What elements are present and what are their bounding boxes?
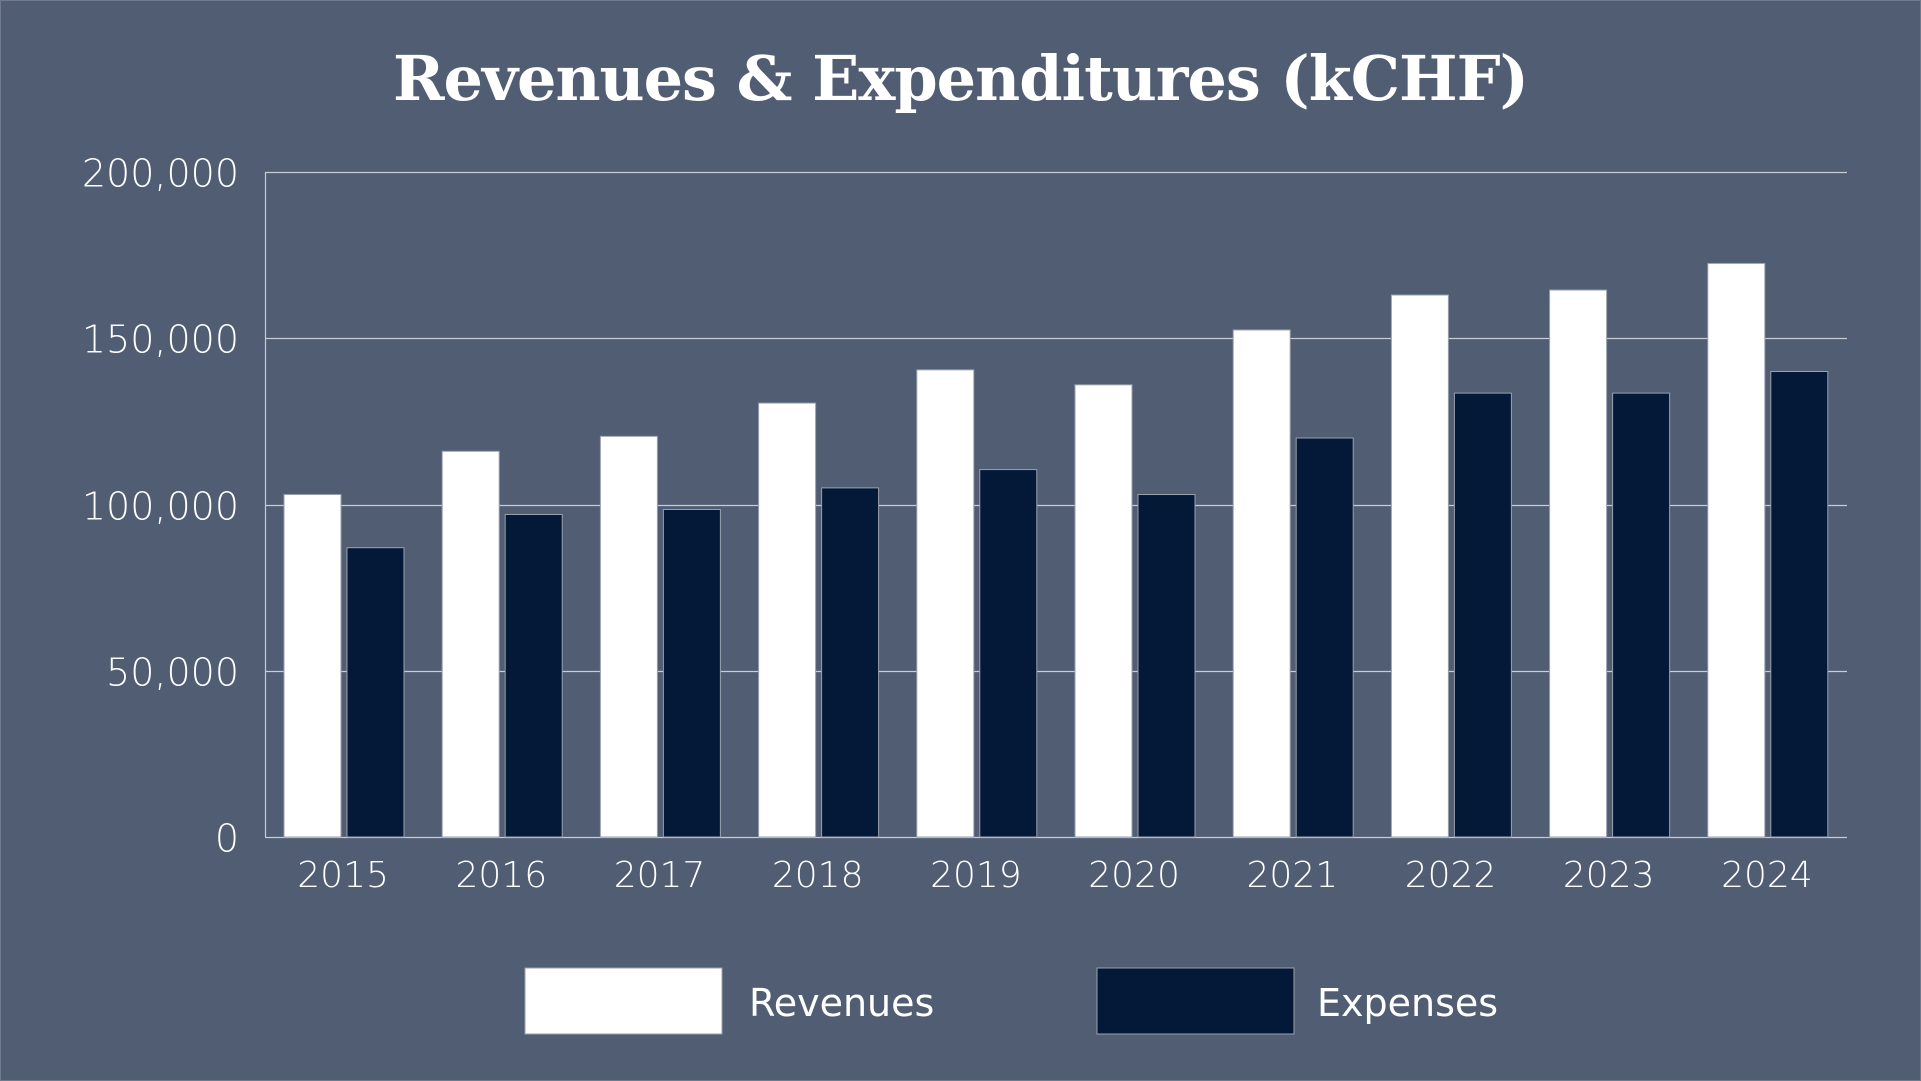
legend-label-revenues: Revenues [749,981,934,1025]
x-tick-label: 2019 [930,855,1022,896]
x-tick-label: 2017 [614,855,706,896]
bar-revenues-2019 [916,369,975,838]
bar-revenues-2020 [1074,384,1133,838]
bar-revenues-2023 [1549,289,1608,838]
x-tick-label: 2021 [1246,855,1338,896]
bar-revenues-2018 [758,402,817,838]
bar-expenses-2020 [1137,494,1196,838]
bar-expenses-2023 [1612,392,1671,838]
bar-expenses-2022 [1453,392,1512,838]
x-tick-label: 2022 [1405,855,1497,896]
legend: Revenues Expenses [524,967,1498,1035]
bar-revenues-2016 [441,450,500,838]
y-axis: 0 50,000 100,000 150,000 200,000 [82,152,267,861]
bar-expenses-2019 [979,469,1038,838]
bar-revenues-2017 [599,435,658,838]
y-tick-label: 200,000 [82,152,239,196]
bar-expenses-2018 [821,487,880,838]
x-axis: 2015 2016 2017 2018 2019 2020 2021 2022 2023 2024 [297,855,1812,896]
bar-expenses-2015 [346,547,405,838]
bars [283,262,1829,838]
bar-expenses-2016 [504,513,563,838]
bar-revenues-2021 [1232,329,1291,838]
y-tick-label: 100,000 [82,485,239,529]
bar-revenues-2015 [283,494,342,838]
x-tick-label: 2016 [455,855,547,896]
y-tick-label: 150,000 [82,318,239,362]
legend-swatch-revenues [524,967,723,1035]
x-tick-label: 2020 [1088,855,1180,896]
bar-expenses-2024 [1770,371,1829,838]
gridlines [265,171,1847,839]
bar-revenues-2024 [1707,262,1766,838]
x-tick-label: 2018 [772,855,864,896]
x-tick-label: 2023 [1563,855,1655,896]
x-tick-label: 2024 [1721,855,1813,896]
chart-title: Revenues & Expenditures (kCHF) [393,42,1529,115]
bar-expenses-2017 [662,508,721,838]
legend-swatch-expenses [1096,967,1295,1035]
y-tick-label: 50,000 [106,651,239,695]
legend-label-expenses: Expenses [1317,981,1498,1025]
y-tick-label: 0 [215,817,239,861]
bar-revenues-2022 [1390,294,1449,838]
x-tick-label: 2015 [297,855,389,896]
bar-expenses-2021 [1295,437,1354,838]
